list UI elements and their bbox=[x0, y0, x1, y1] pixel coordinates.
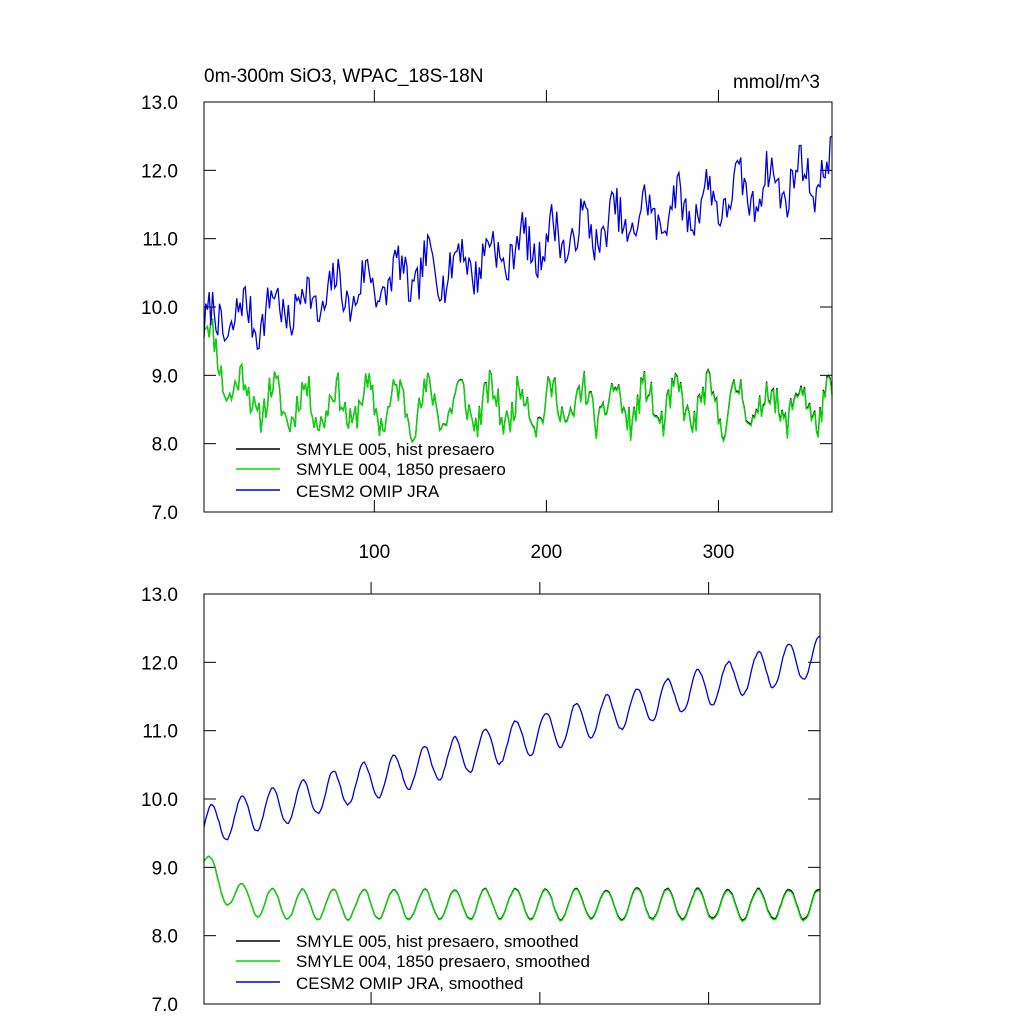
series-line-2 bbox=[203, 635, 821, 841]
legend-label-omip: CESM2 OMIP JRA bbox=[296, 482, 440, 501]
ytick-label: 7.0 bbox=[152, 503, 178, 524]
ytick-label: 10.0 bbox=[141, 790, 178, 811]
top-plot-frame bbox=[203, 101, 833, 513]
bottom-axis-ticks: 7.0 8.0 9.0 10.0 11.0 12.0 13.0 bbox=[141, 582, 820, 1016]
top-panel: 0m-300m SiO3, WPAC_18S-18N mmol/m^3 7.0 8… bbox=[141, 66, 833, 563]
xtick-label: 300 bbox=[703, 542, 735, 563]
ytick-label: 8.0 bbox=[152, 435, 178, 456]
ytick-label: 10.0 bbox=[141, 298, 178, 319]
series-line-0 bbox=[203, 855, 821, 922]
series-line-1 bbox=[203, 317, 833, 444]
ytick-label: 11.0 bbox=[142, 230, 178, 251]
legend-label-smyle004: SMYLE 004, 1850 presaero bbox=[296, 460, 506, 479]
series-line-1 bbox=[203, 855, 821, 923]
top-axis-ticks: 7.0 8.0 9.0 10.0 11.0 12.0 13.0 100 200 300 bbox=[141, 90, 832, 563]
ytick-label: 13.0 bbox=[141, 585, 178, 606]
bottom-series-lines bbox=[203, 635, 821, 923]
legend-label-smyle005-smoothed: SMYLE 005, hist presaero, smoothed bbox=[296, 932, 579, 951]
top-series-lines bbox=[203, 135, 833, 444]
legend-label-smyle004-smoothed: SMYLE 004, 1850 presaero, smoothed bbox=[296, 952, 590, 971]
ytick-label: 7.0 bbox=[152, 995, 178, 1016]
chart-title: 0m-300m SiO3, WPAC_18S-18N bbox=[204, 66, 483, 87]
ytick-label: 13.0 bbox=[141, 93, 178, 114]
bottom-legend: SMYLE 005, hist presaero, smoothed SMYLE… bbox=[236, 932, 590, 993]
xtick-label: 200 bbox=[531, 542, 563, 563]
ytick-label: 11.0 bbox=[142, 722, 178, 743]
ytick-label: 9.0 bbox=[152, 858, 178, 879]
top-legend: SMYLE 005, hist presaero SMYLE 004, 1850… bbox=[236, 440, 506, 501]
ytick-label: 12.0 bbox=[141, 653, 178, 674]
ytick-label: 12.0 bbox=[141, 161, 178, 182]
bottom-panel: 7.0 8.0 9.0 10.0 11.0 12.0 13.0 SMYLE 005, his… bbox=[141, 582, 821, 1016]
ytick-label: 9.0 bbox=[152, 366, 178, 387]
bottom-plot-frame bbox=[203, 593, 821, 1005]
legend-label-omip-smoothed: CESM2 OMIP JRA, smoothed bbox=[296, 974, 523, 993]
series-line-2 bbox=[203, 135, 833, 351]
units-label: mmol/m^3 bbox=[733, 72, 820, 93]
legend-label-smyle005: SMYLE 005, hist presaero bbox=[296, 440, 494, 459]
ytick-label: 8.0 bbox=[152, 927, 178, 948]
xtick-label: 100 bbox=[358, 542, 390, 563]
